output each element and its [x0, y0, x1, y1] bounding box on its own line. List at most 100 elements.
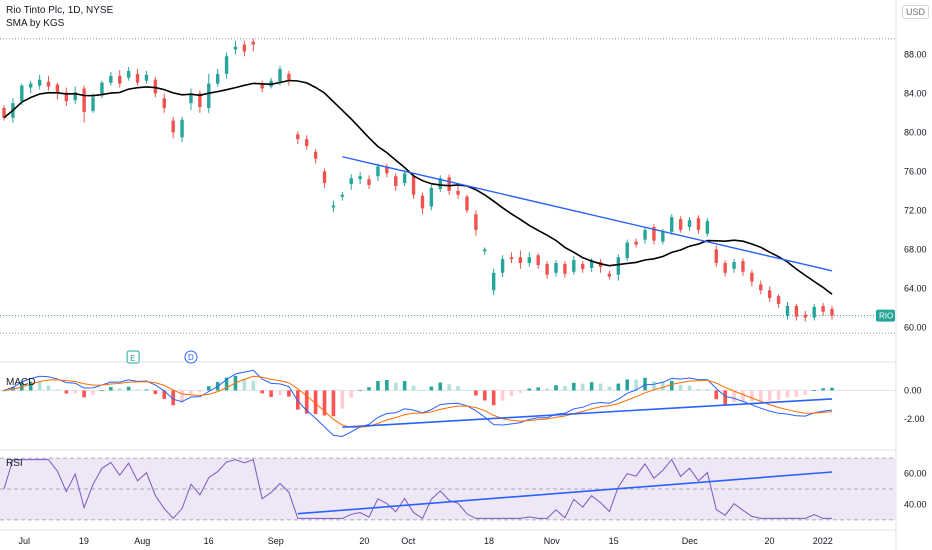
candle-body[interactable] [474, 214, 478, 230]
candle-body[interactable] [581, 264, 585, 269]
candle-body[interactable] [153, 79, 158, 94]
candle-body[interactable] [20, 85, 24, 102]
candle-body[interactable] [509, 257, 514, 260]
candle-body[interactable] [340, 194, 345, 197]
candle-body[interactable] [803, 314, 807, 318]
candle-body[interactable] [536, 255, 540, 265]
candle-body[interactable] [563, 264, 567, 274]
candle-body[interactable] [687, 220, 692, 227]
candle-body[interactable] [759, 284, 763, 291]
candle-body[interactable] [37, 79, 42, 86]
candle-body[interactable] [607, 273, 612, 277]
candle-body[interactable] [118, 75, 122, 84]
candle-body[interactable] [572, 260, 576, 272]
candle-body[interactable] [260, 83, 264, 89]
candle-body[interactable] [776, 296, 781, 304]
candle-body[interactable] [732, 262, 736, 269]
candle-body[interactable] [634, 241, 638, 245]
candle-body[interactable] [242, 44, 247, 52]
candle-body[interactable] [661, 231, 665, 242]
candle-body[interactable] [670, 217, 674, 232]
candle-body[interactable] [144, 74, 149, 81]
candle-body[interactable] [100, 82, 104, 96]
candle-body[interactable] [643, 229, 647, 240]
candle-body[interactable] [82, 88, 86, 112]
candle-body[interactable] [741, 261, 745, 272]
candle-body[interactable] [171, 120, 175, 133]
macd-histogram-bar [643, 377, 647, 391]
candle-body[interactable] [358, 176, 362, 180]
currency-badge[interactable]: USD [902, 5, 930, 19]
candle-body[interactable] [91, 97, 95, 111]
candle-body[interactable] [207, 83, 211, 108]
candle-body[interactable] [162, 98, 166, 108]
candle-body[interactable] [189, 93, 193, 104]
candle-body[interactable] [527, 257, 531, 264]
candle-body[interactable] [447, 177, 451, 191]
candle-body[interactable] [625, 242, 629, 259]
price-trendline[interactable] [342, 156, 833, 272]
candle-body[interactable] [394, 176, 398, 186]
macd-trendline[interactable] [342, 398, 833, 429]
candle-body[interactable] [723, 263, 727, 273]
candle-body[interactable] [483, 249, 487, 252]
candle-body[interactable] [198, 93, 202, 108]
candle-body[interactable] [554, 263, 558, 273]
candle-body[interactable] [812, 306, 816, 318]
candle-body[interactable] [545, 264, 549, 275]
candle-body[interactable] [224, 56, 229, 74]
candle-body[interactable] [46, 81, 51, 87]
candle-body[interactable] [367, 179, 371, 186]
candle-body[interactable] [278, 69, 282, 82]
candle-body[interactable] [438, 178, 442, 189]
dividend-marker[interactable] [184, 350, 198, 364]
rsi-trendline[interactable] [297, 471, 833, 515]
candle-body[interactable] [233, 46, 238, 50]
candle-body[interactable] [55, 84, 60, 94]
candle-body[interactable] [456, 190, 460, 195]
candle-body[interactable] [29, 83, 33, 88]
candle-body[interactable] [2, 108, 6, 118]
candle-body[interactable] [251, 41, 255, 45]
candle-body[interactable] [518, 257, 523, 264]
candle-body[interactable] [296, 134, 300, 140]
candle-body[interactable] [616, 257, 621, 275]
candle-body[interactable] [305, 139, 309, 147]
candle-body[interactable] [402, 173, 407, 184]
candle-body[interactable] [705, 221, 710, 234]
candle-body[interactable] [830, 308, 834, 316]
candle-body[interactable] [411, 176, 416, 195]
candle-body[interactable] [794, 305, 799, 317]
candle-body[interactable] [696, 218, 701, 230]
candle-body[interactable] [135, 73, 140, 83]
candle-body[interactable] [750, 272, 754, 282]
candle-body[interactable] [349, 178, 353, 185]
candle-body[interactable] [126, 70, 131, 78]
candle-body[interactable] [109, 75, 113, 83]
candle-body[interactable] [500, 259, 505, 273]
candle-body[interactable] [64, 92, 69, 102]
candle-body[interactable] [322, 171, 327, 184]
candle-body[interactable] [287, 73, 291, 80]
candle-body[interactable] [589, 260, 594, 268]
candle-body[interactable] [491, 272, 496, 291]
candle-body[interactable] [73, 92, 77, 101]
candle-body[interactable] [714, 249, 718, 264]
candle-body[interactable] [429, 187, 434, 207]
candle-body[interactable] [376, 166, 380, 177]
candle-body[interactable] [313, 151, 318, 159]
candle-body[interactable] [215, 73, 220, 84]
candle-body[interactable] [331, 205, 336, 208]
candle-body[interactable] [678, 219, 683, 230]
candle-body[interactable] [420, 195, 425, 209]
candle-body[interactable] [821, 305, 825, 312]
candle-body[interactable] [385, 166, 389, 174]
candle-body[interactable] [652, 226, 656, 241]
candle-body[interactable] [767, 290, 772, 299]
candle-body[interactable] [180, 119, 184, 138]
earnings-marker[interactable] [126, 350, 140, 364]
candle-body[interactable] [465, 196, 469, 211]
macd-histogram-bar [376, 380, 380, 391]
candle-body[interactable] [785, 305, 790, 316]
